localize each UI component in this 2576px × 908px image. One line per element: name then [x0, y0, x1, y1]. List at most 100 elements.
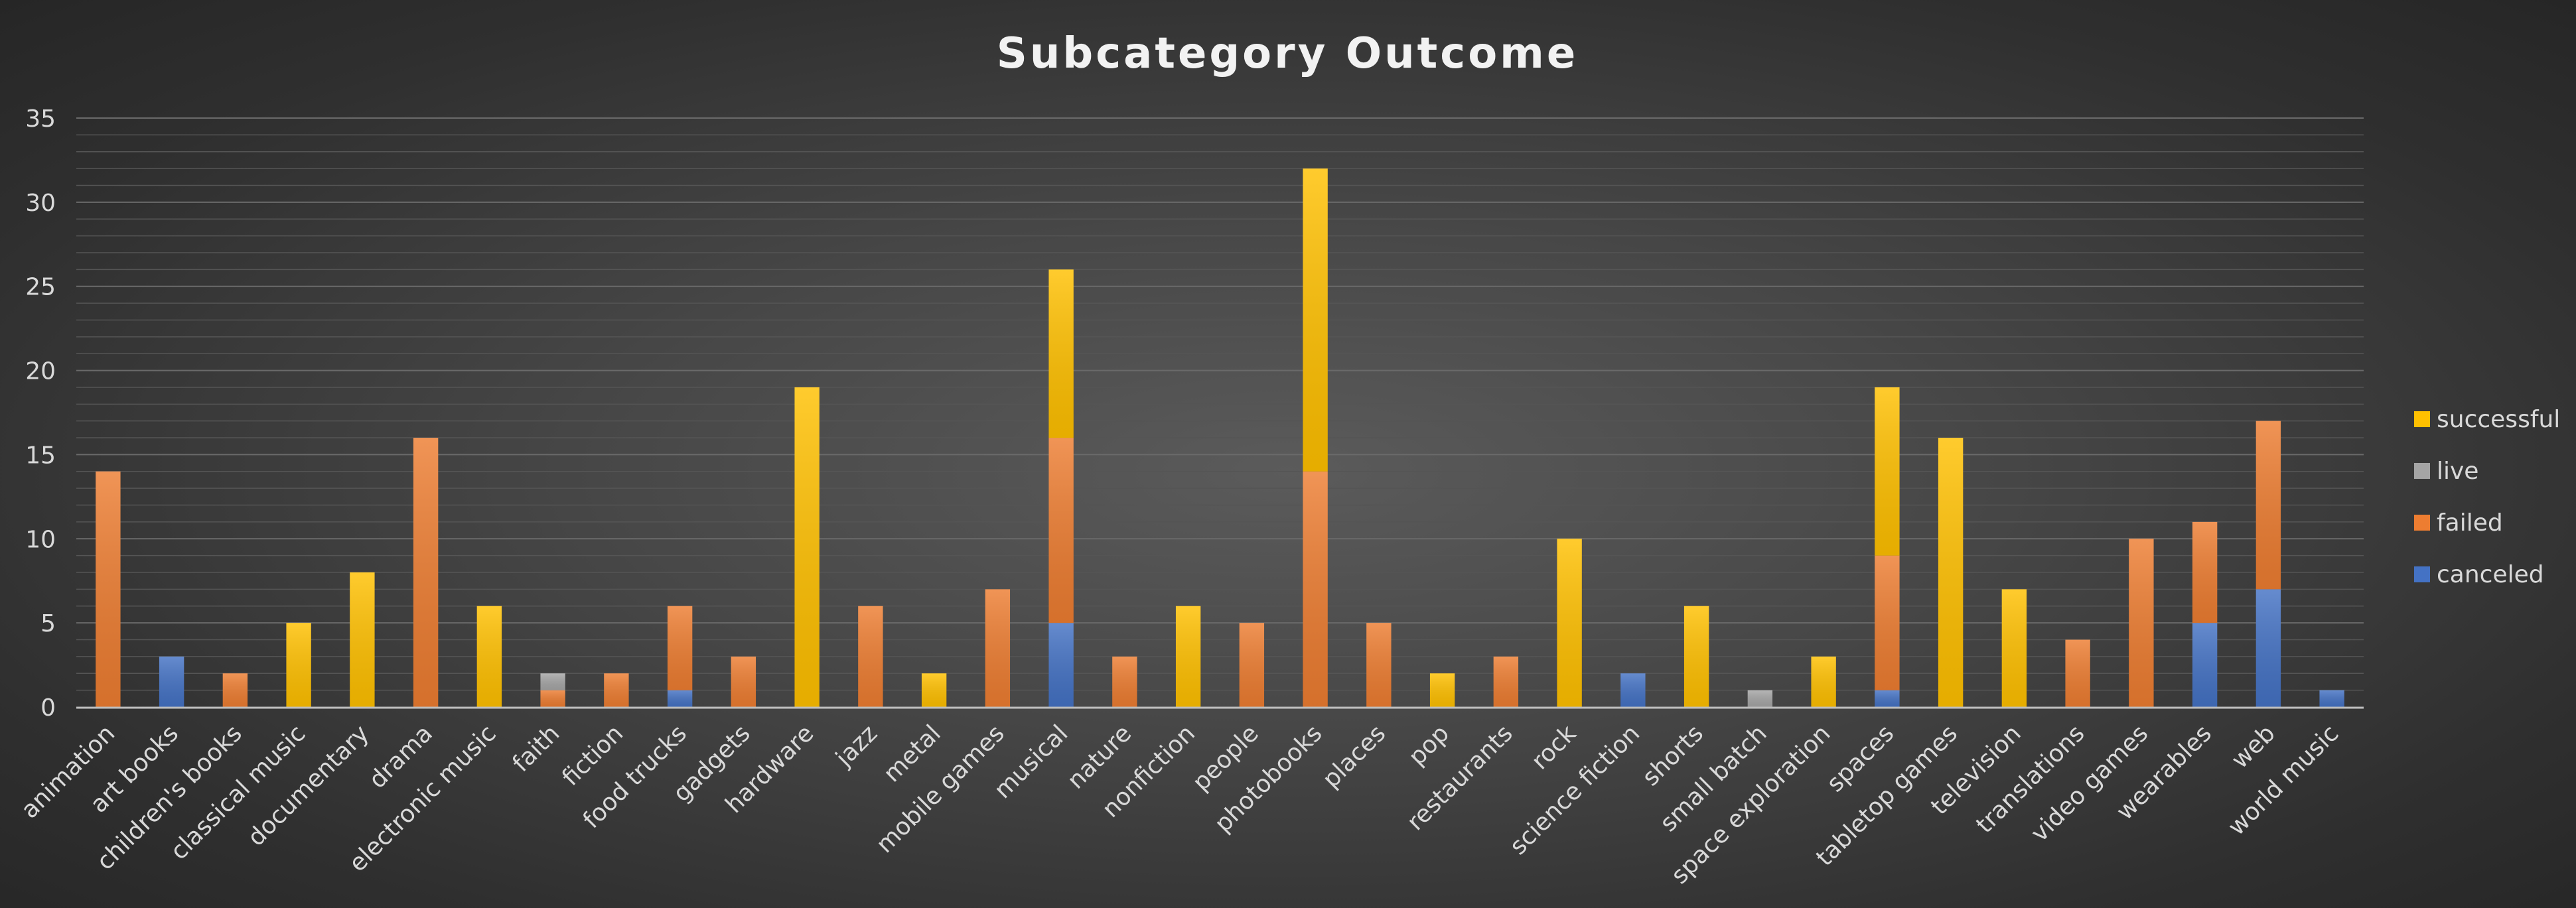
bar-shading	[2001, 589, 2027, 707]
bar-shading	[96, 471, 121, 707]
legend-item-successful: successful	[2414, 406, 2560, 433]
bar-shading	[1366, 623, 1392, 707]
bar-segment-failed	[1112, 656, 1137, 707]
y-tick-label: 20	[25, 358, 56, 385]
bar-segment-successful	[1938, 438, 1964, 707]
bar-segment-successful	[1683, 606, 1709, 707]
bar-segment-successful	[286, 623, 311, 707]
gridlines	[76, 117, 2364, 691]
bar-shading	[858, 606, 883, 707]
bar-segment-successful	[476, 606, 502, 707]
bar-segment-canceled	[2192, 623, 2218, 707]
bar-shading	[1557, 539, 1582, 707]
legend: successful live failed canceled	[2414, 406, 2560, 588]
bar-shading	[1303, 471, 1328, 707]
bar-shading	[286, 623, 311, 707]
bar-segment-canceled	[2319, 690, 2344, 707]
bar-segment-canceled	[667, 690, 693, 707]
bar-segment-failed	[1048, 438, 1074, 623]
y-tick-label: 15	[25, 442, 56, 469]
bar-shading	[2129, 539, 2154, 707]
y-tick-label: 10	[25, 526, 56, 553]
bar-shading	[1875, 690, 1900, 707]
bar-segment-successful	[1429, 673, 1455, 707]
legend-label: canceled	[2437, 561, 2544, 588]
bar-shading	[1938, 438, 1964, 707]
legend-item-live: live	[2414, 458, 2478, 485]
x-category-label: pop	[1403, 720, 1455, 771]
legend-swatch	[2414, 411, 2430, 427]
x-category-label: jazz	[830, 720, 883, 772]
bar-segment-failed	[2129, 539, 2154, 707]
bar-shading	[350, 572, 375, 707]
legend-swatch	[2414, 566, 2430, 582]
bar-segment-failed	[1303, 471, 1328, 707]
bar-segment-failed	[540, 690, 565, 707]
bar-segment-failed	[1366, 623, 1392, 707]
bar-shading	[794, 387, 820, 707]
bar-segment-successful	[794, 387, 820, 707]
x-category-label: faith	[508, 720, 565, 777]
bar-segment-failed	[96, 471, 121, 707]
bar-segment-failed	[1875, 555, 1900, 690]
bar-shading	[1303, 168, 1328, 472]
legend-swatch	[2414, 463, 2430, 479]
bar-shading	[2255, 589, 2281, 707]
bar-segment-canceled	[1620, 673, 1646, 707]
y-tick-label: 25	[25, 274, 56, 301]
bar-segment-successful	[1875, 387, 1900, 556]
bar-segment-successful	[1557, 539, 1582, 707]
legend-item-failed: failed	[2414, 509, 2503, 537]
bar-segment-successful	[1811, 656, 1836, 707]
bar-shading	[1048, 269, 1074, 438]
bar-segment-canceled	[2255, 589, 2281, 707]
y-tick-label: 30	[25, 190, 56, 217]
bar-segment-failed	[858, 606, 883, 707]
legend-label: failed	[2437, 509, 2503, 537]
bar-segment-canceled	[159, 656, 184, 707]
bar-shading	[1875, 387, 1900, 556]
bar-shading	[604, 673, 629, 707]
legend-label: successful	[2437, 406, 2560, 433]
bar-segment-failed	[1239, 623, 1265, 707]
x-category-label: world music	[2223, 720, 2344, 840]
y-tick-label: 0	[40, 694, 56, 722]
bar-shading	[540, 690, 565, 707]
bar-segment-live	[1747, 690, 1773, 707]
y-tick-label: 35	[25, 105, 56, 133]
bar-segment-failed	[985, 589, 1011, 707]
bar-shading	[921, 673, 947, 707]
bar-shading	[1811, 656, 1836, 707]
y-tick-label: 5	[40, 610, 56, 637]
bar-segment-failed	[731, 656, 756, 707]
bar-segment-successful	[2001, 589, 2027, 707]
bar-shading	[667, 606, 693, 690]
bar-segment-live	[540, 673, 565, 690]
bar-shading	[2192, 521, 2218, 623]
bar-shading	[222, 673, 248, 707]
y-axis-ticks: 0 5 10 15 20 25 30 35	[25, 105, 56, 722]
bar-segment-failed	[222, 673, 248, 707]
bar-segment-failed	[1493, 656, 1519, 707]
bar-shading	[1620, 673, 1646, 707]
bar-shading	[667, 690, 693, 707]
bar-shading	[2192, 623, 2218, 707]
bar-shading	[540, 673, 565, 690]
bar-segment-failed	[2192, 521, 2218, 623]
bar-shading	[476, 606, 502, 707]
bar-segment-failed	[2255, 421, 2281, 590]
bar-segment-failed	[604, 673, 629, 707]
bar-shading	[1493, 656, 1519, 707]
x-category-label: web	[2226, 720, 2281, 774]
legend-item-canceled: canceled	[2414, 561, 2544, 588]
bar-segment-canceled	[1048, 623, 1074, 707]
bar-shading	[1875, 555, 1900, 690]
bar-segment-successful	[1175, 606, 1201, 707]
bar-segment-successful	[350, 572, 375, 707]
bar-segment-successful	[1048, 269, 1074, 438]
bar-shading	[1429, 673, 1455, 707]
legend-swatch	[2414, 515, 2430, 531]
legend-label: live	[2437, 458, 2478, 485]
